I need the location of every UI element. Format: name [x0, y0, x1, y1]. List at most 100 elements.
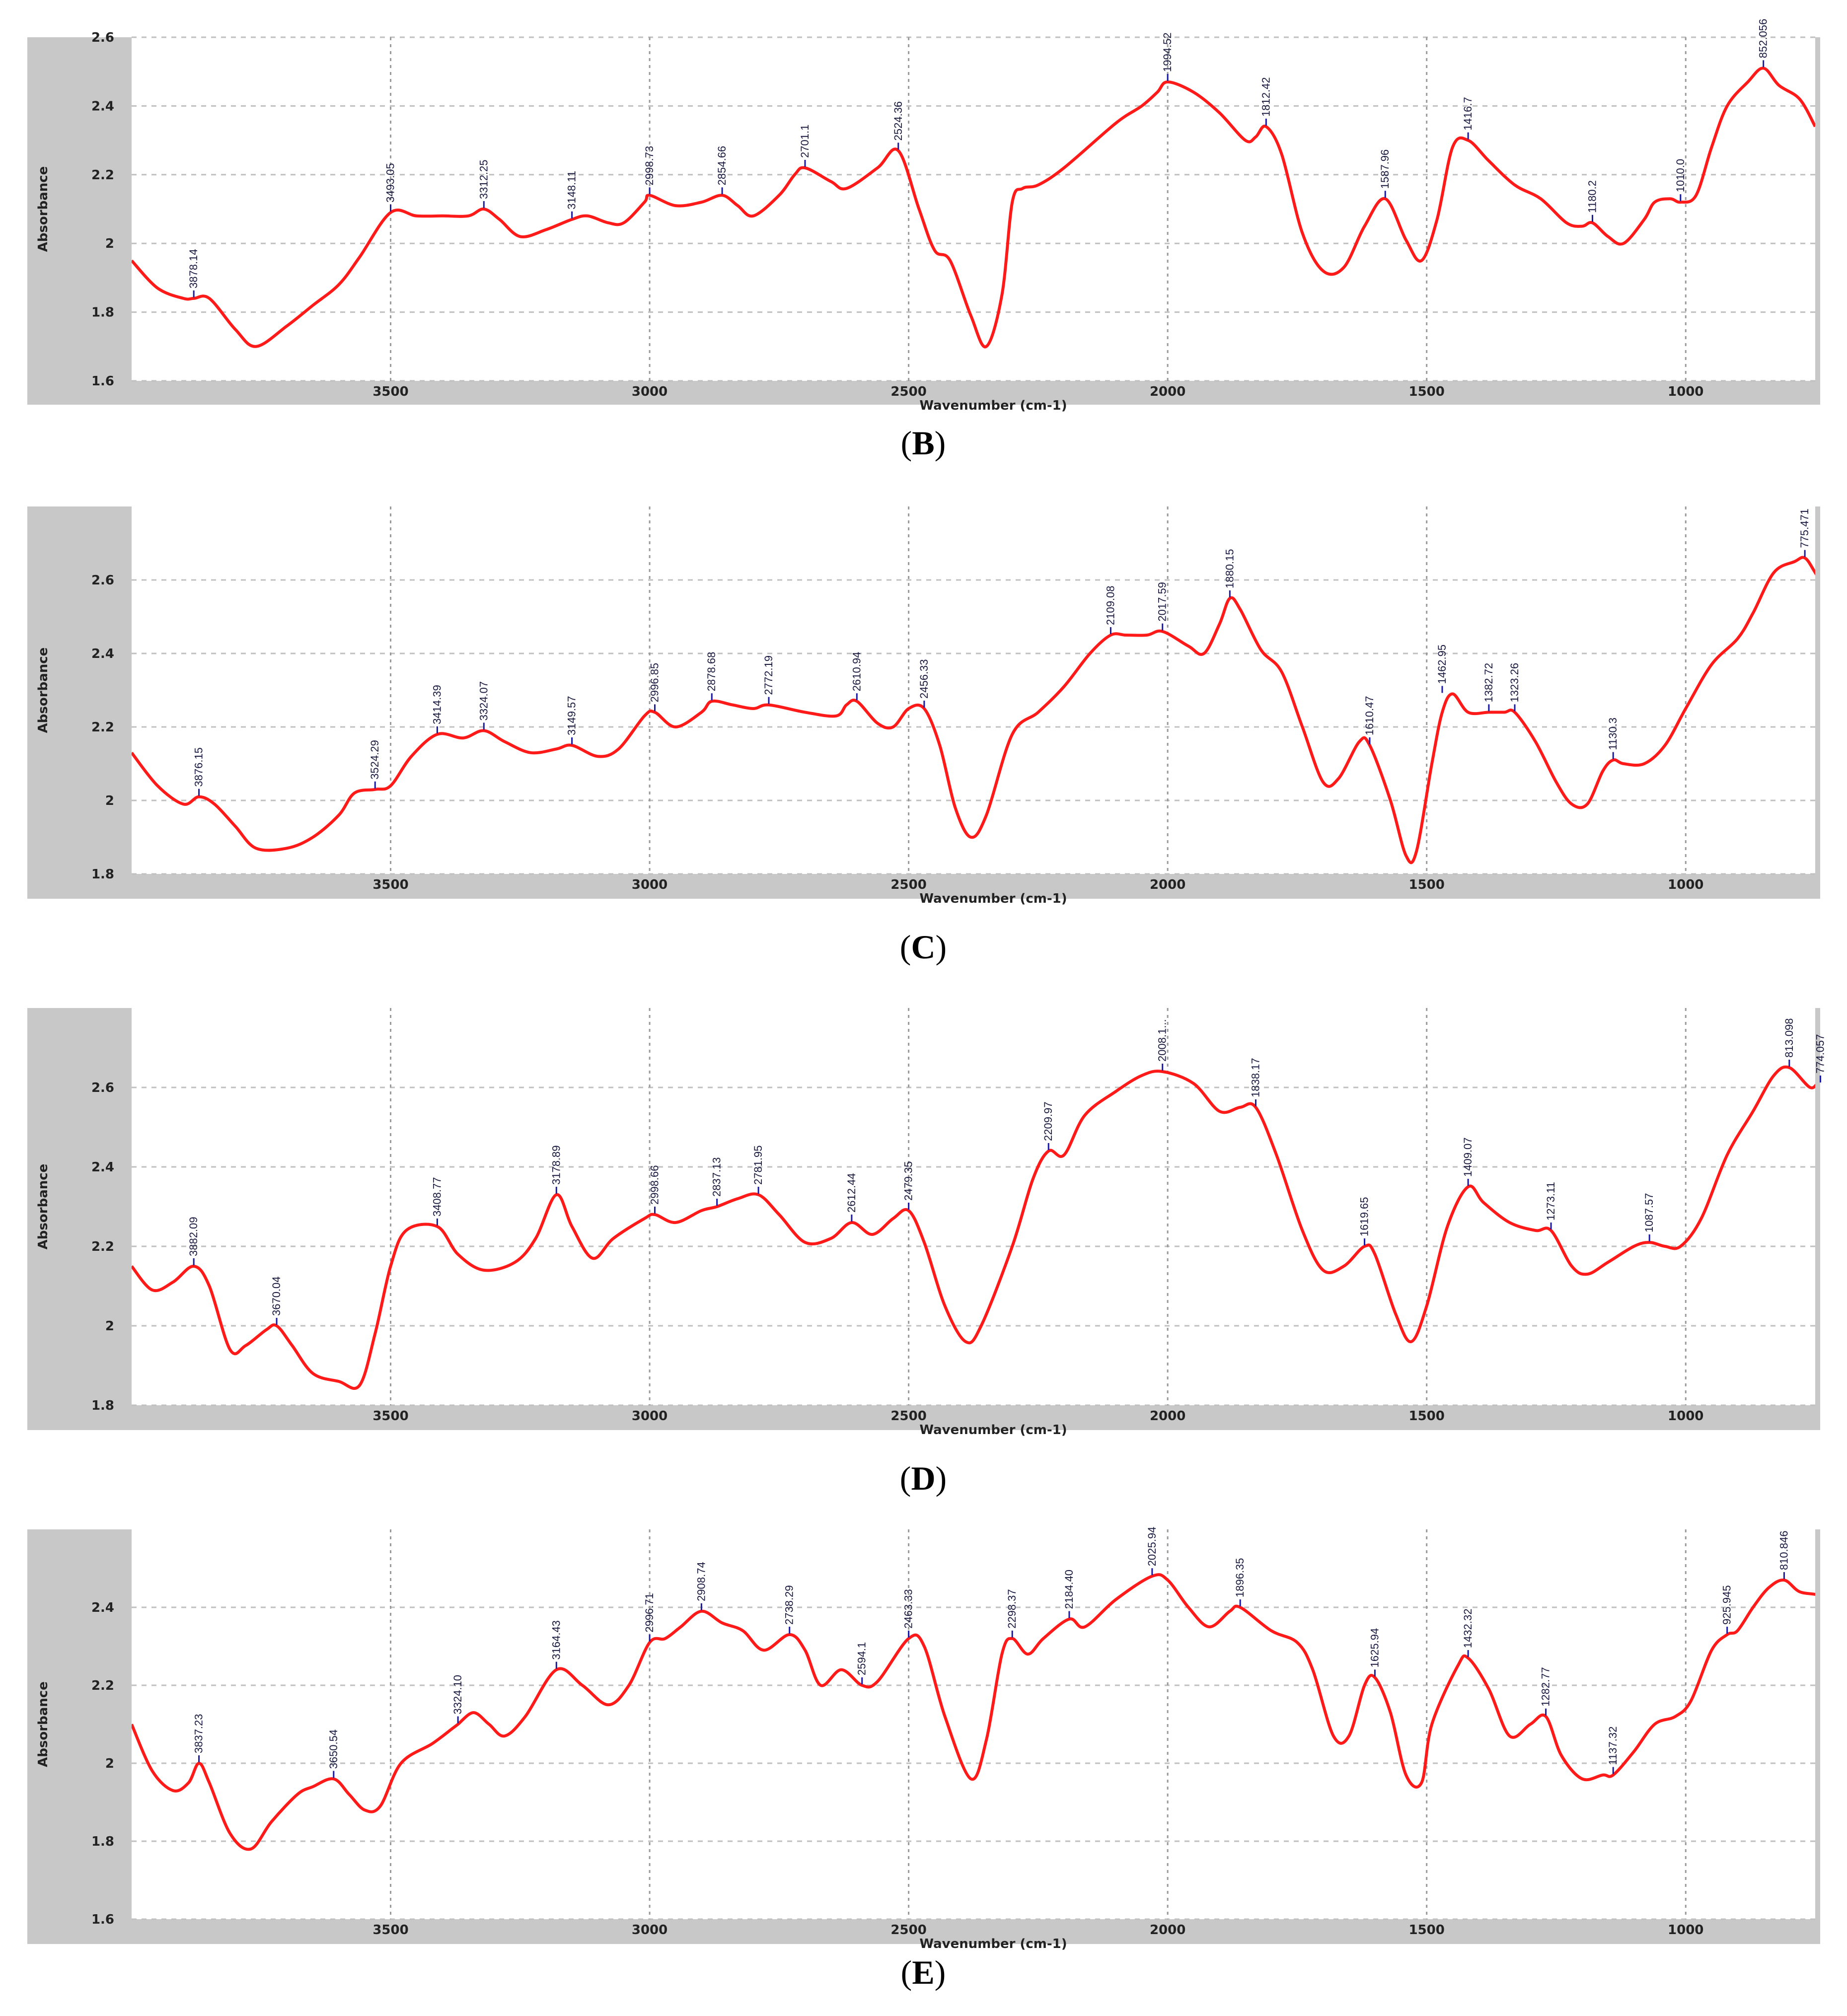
- x-tick-label: 2000: [1150, 877, 1185, 892]
- plot-area: [132, 506, 1815, 874]
- peak-label: 3324.10: [451, 1675, 464, 1715]
- x-tick-label: 1000: [1668, 384, 1703, 399]
- series-line: [132, 1573, 1815, 1851]
- y-axis-label: Absorbance: [36, 166, 51, 252]
- peak-label: 1180.2: [1586, 180, 1598, 213]
- chart-panel-e: 1.6 1.8 2 2.2 2.4 3500 3000 2500 2000 1500 1000 Wav…: [27, 1527, 1820, 1991]
- x-axis-label: Wavenumber (cm-1): [919, 398, 1067, 413]
- peak-label: 3493.05: [384, 163, 397, 203]
- x-tick-label: 3000: [632, 877, 667, 892]
- x-tick-label: 1000: [1668, 1409, 1703, 1424]
- x-tick-label: 3000: [632, 384, 667, 399]
- peak-label: 3837.23: [193, 1714, 205, 1753]
- peak-label: 3414.39: [431, 685, 443, 724]
- peak-label: 2184.40: [1063, 1570, 1075, 1609]
- peak-label: 3650.54: [327, 1729, 340, 1769]
- y-tick-label: 1.8: [91, 1834, 114, 1849]
- peak-label: 1994.52: [1161, 32, 1174, 72]
- peak-label: 2878.68: [705, 652, 718, 692]
- peak-label: 1416.7: [1462, 97, 1474, 130]
- x-tick-label: 3500: [372, 384, 408, 399]
- peak-label: 2854.66: [716, 146, 728, 186]
- panel-caption: (E): [901, 1953, 946, 1991]
- x-tick-label: 3500: [372, 1409, 408, 1424]
- x-tick-label: 2000: [1150, 1409, 1185, 1424]
- peak-label: 1273.11: [1545, 1182, 1557, 1221]
- y-tick-label: 1.8: [91, 305, 114, 320]
- peak-label: 3670.04: [270, 1276, 283, 1316]
- y-tick-label: 2.2: [91, 1239, 114, 1254]
- peak-label: 852.056: [1757, 19, 1770, 59]
- peak-label: 3878.14: [187, 249, 200, 288]
- peak-label: 2612.44: [845, 1173, 858, 1213]
- series-line: [132, 556, 1815, 864]
- plot-area: [132, 1008, 1815, 1405]
- peak-label: 2998.73: [643, 146, 656, 186]
- peak-label: 2479.35: [902, 1161, 915, 1201]
- x-tick-label: 3500: [372, 877, 408, 892]
- y-tick-label: 2.4: [91, 1600, 114, 1615]
- panel-letter: E: [912, 1953, 934, 1991]
- panel-letter: C: [911, 928, 935, 966]
- peak-label: 1087.57: [1643, 1193, 1655, 1232]
- x-axis-label: Wavenumber (cm-1): [919, 1423, 1067, 1438]
- chart-panel-b: 1.6 1.8 2 2.2 2.4 2.6 3500 3000 2500 2000 1500 1000…: [27, 19, 1820, 462]
- peak-label: 2996.85: [649, 663, 661, 703]
- peak-label: 2738.29: [783, 1585, 796, 1625]
- panel-letter: D: [911, 1459, 935, 1497]
- peak-label: 810.846: [1777, 1531, 1790, 1571]
- y-tick-label: 1.8: [91, 1398, 114, 1413]
- panel-caption: (C): [900, 928, 947, 966]
- x-tick-label: 2000: [1150, 1923, 1185, 1938]
- series-line: [132, 1065, 1815, 1390]
- x-tick-label: 3000: [632, 1409, 667, 1424]
- peak-label: 2998.66: [649, 1165, 661, 1205]
- x-tick-label: 1500: [1409, 1409, 1445, 1424]
- plot-area: [132, 1529, 1815, 1919]
- panel-caption: (D): [900, 1459, 947, 1497]
- x-tick-label: 2500: [890, 1923, 926, 1938]
- peak-label: 2837.13: [711, 1157, 723, 1197]
- y-tick-label: 2: [105, 236, 114, 251]
- peak-label: 1137.32: [1607, 1727, 1619, 1765]
- panel-caption: (B): [901, 424, 946, 462]
- y-tick-label: 2.6: [91, 30, 114, 45]
- peak-label: 2209.97: [1042, 1101, 1054, 1141]
- x-tick-label: 2500: [890, 877, 926, 892]
- x-tick-label: 2000: [1150, 384, 1185, 399]
- peak-label: 1282.77: [1540, 1667, 1552, 1707]
- peak-label: 3408.77: [431, 1177, 443, 1217]
- y-axis-label: Absorbance: [36, 1681, 51, 1767]
- peak-label: 925.945: [1721, 1585, 1733, 1625]
- peak-label: 1880.15: [1223, 549, 1236, 588]
- peak-label: 2008.1...: [1156, 1019, 1169, 1062]
- plot-area: [132, 37, 1815, 381]
- y-tick-label: 2.4: [91, 1160, 114, 1175]
- y-tick-label: 1.6: [91, 1912, 114, 1927]
- chart-panel-c: 1.8 2 2.2 2.4 2.6 3500 3000 2500 2000 1500 1000 Wav…: [27, 506, 1820, 966]
- peak-label: 3149.57: [566, 696, 578, 735]
- y-tick-label: 2.2: [91, 720, 114, 735]
- peak-label: 1812.42: [1259, 77, 1272, 117]
- y-tick-label: 1.8: [91, 867, 114, 882]
- peak-label: 2781.95: [752, 1145, 764, 1185]
- peak-label: 2594.1: [856, 1642, 868, 1675]
- peak-label: 2610.94: [850, 652, 863, 692]
- peak-label: 1130.3: [1607, 718, 1619, 750]
- peak-label: 2996.71: [643, 1593, 656, 1633]
- peak-label: 1323.26: [1508, 663, 1521, 703]
- peak-label: 1432.32: [1462, 1609, 1474, 1649]
- peak-label: 2701.1: [799, 125, 811, 158]
- y-tick-label: 2: [105, 1756, 114, 1771]
- peak-label: 1896.35: [1234, 1558, 1246, 1597]
- x-tick-label: 2500: [890, 384, 926, 399]
- peak-label: 3876.15: [193, 747, 205, 787]
- peak-label: 1010.0: [1674, 159, 1687, 192]
- peak-label: 2025.94: [1146, 1527, 1158, 1567]
- y-tick-label: 2.6: [91, 573, 114, 588]
- peak-label: 1409.07: [1462, 1137, 1474, 1177]
- peak-label: 1610.47: [1363, 696, 1376, 735]
- peak-label: 2908.74: [695, 1562, 707, 1601]
- y-tick-label: 2: [105, 1319, 114, 1334]
- x-tick-label: 1000: [1668, 877, 1703, 892]
